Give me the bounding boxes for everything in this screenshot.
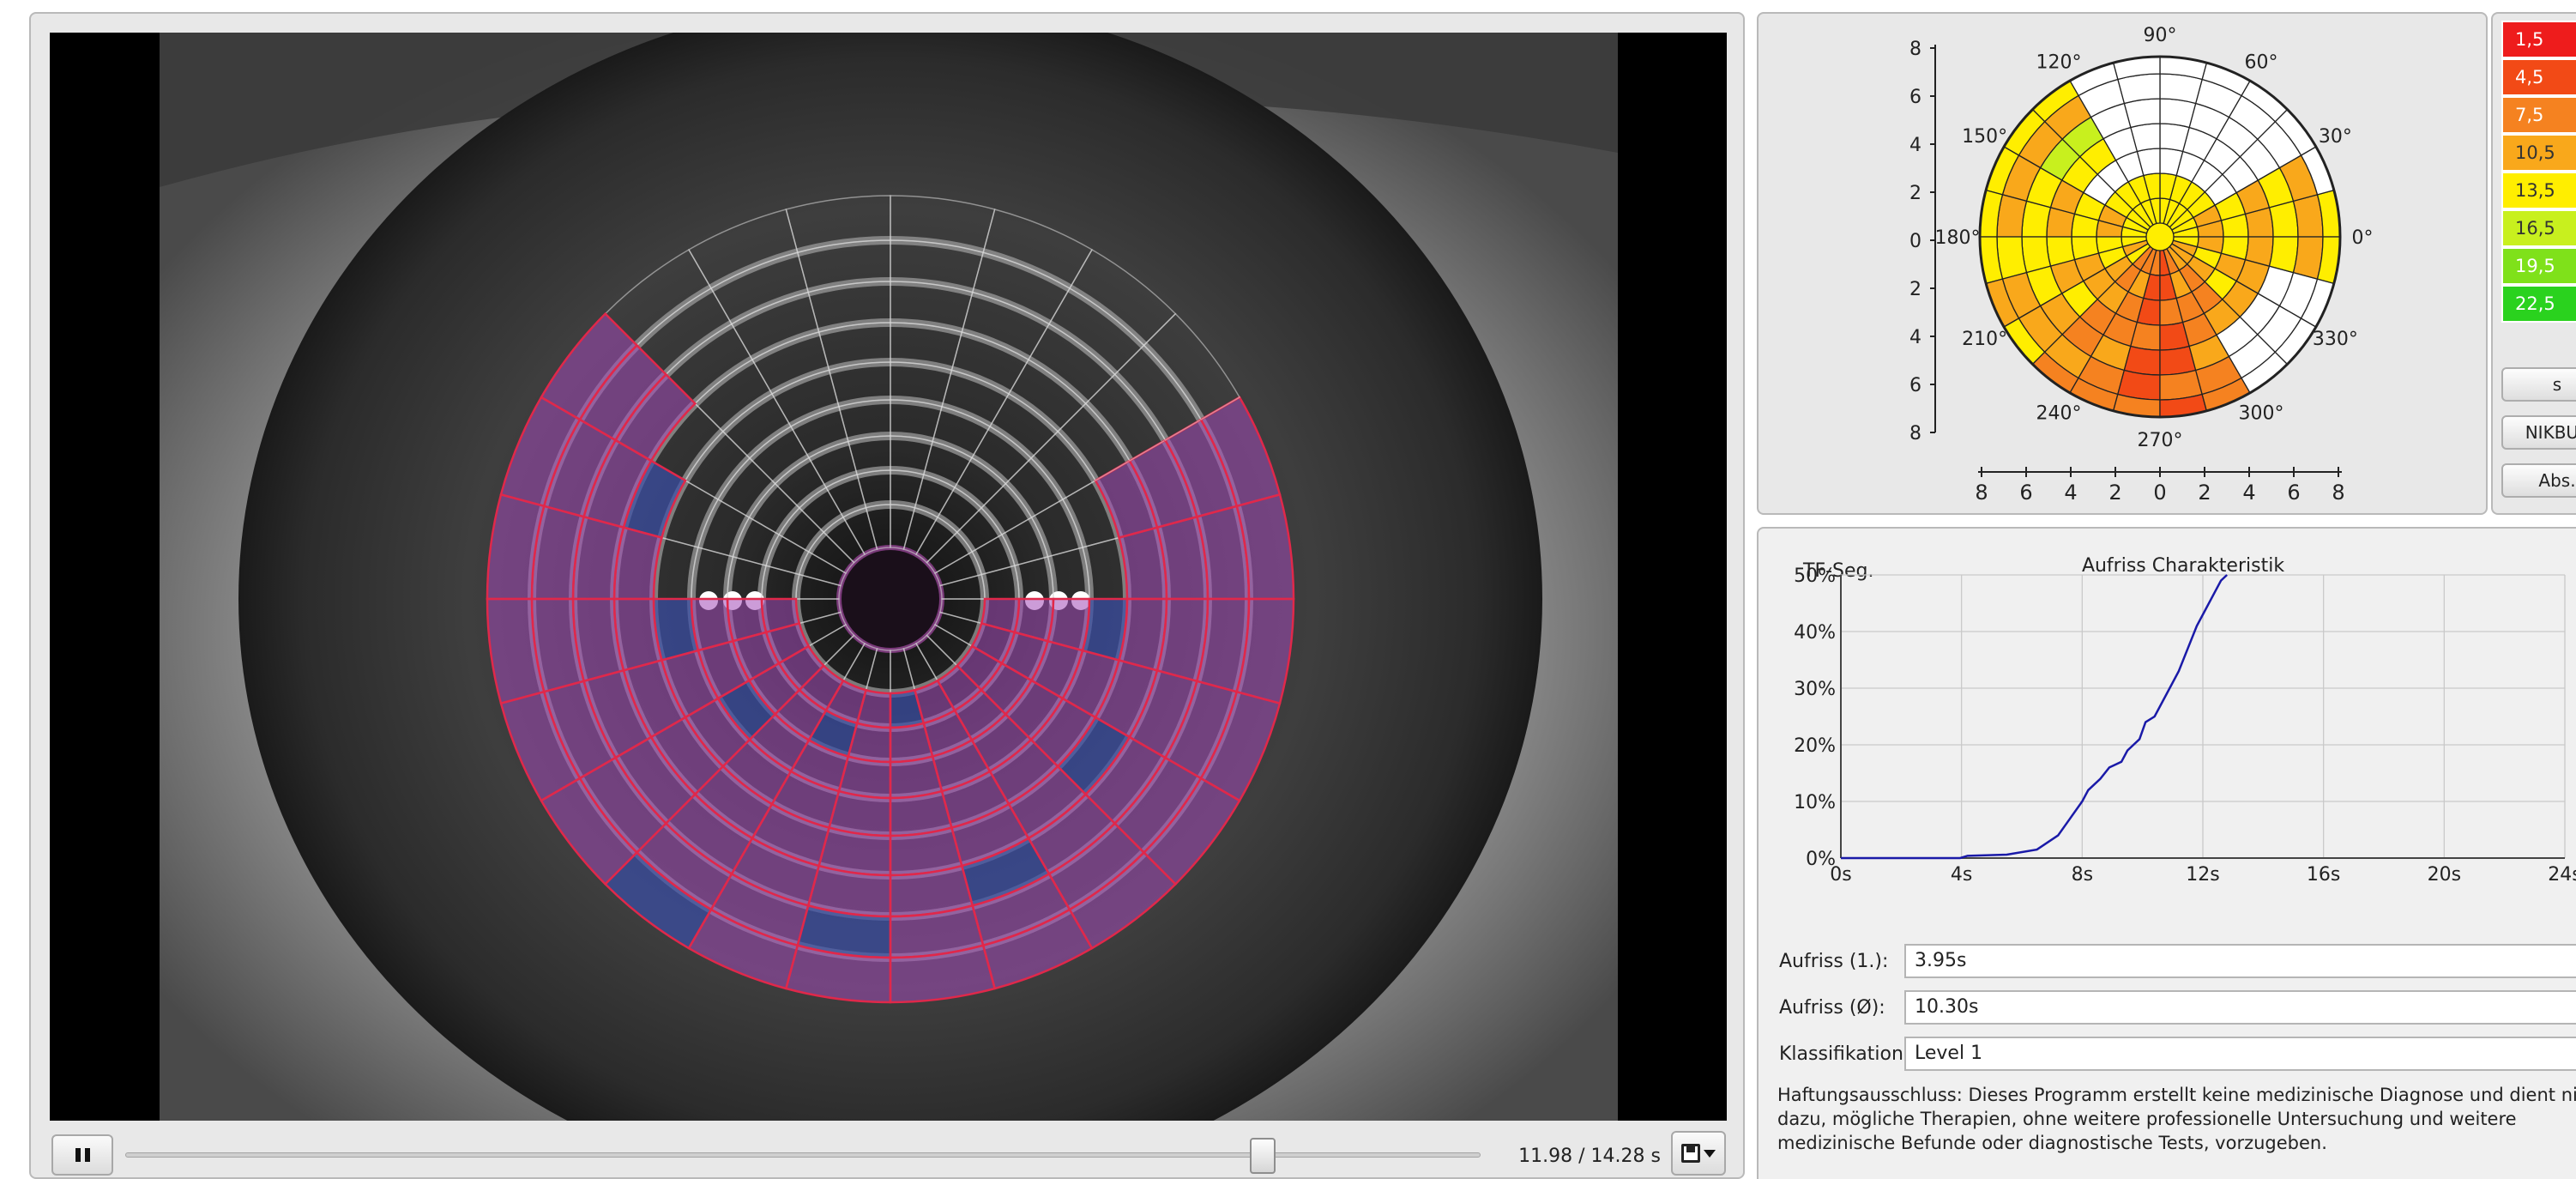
chart-y-tick-label: 50% (1794, 565, 1836, 587)
breakup-chart: Aufriss Charakteristik TF-Seg. t 0s4s8s1… (1759, 529, 2576, 932)
absolute-button[interactable]: Abs. (2501, 463, 2576, 498)
save-menu-button[interactable] (1671, 1131, 1726, 1176)
legend-panel: 1,54,57,510,513,516,519,522,5 s NIKBUT A… (2491, 12, 2576, 515)
seek-thumb[interactable] (1250, 1138, 1276, 1174)
video-panel: 11.98 / 14.28 s (29, 12, 1745, 1179)
polar-map: 90° 60° 30° 0° 330° 300° 270° 240° 210° 180° 150° 1… (1759, 14, 2489, 517)
classification-field[interactable]: Level 1 (1904, 1037, 2576, 1071)
polar-angle-label: 150° (1962, 126, 2007, 148)
polar-x-tick-label: 6 (2287, 481, 2300, 505)
polar-angle-label: 60° (2245, 52, 2278, 74)
polar-map-panel: 90° 60° 30° 0° 330° 300° 270° 240° 210° 180° 150° 1… (1757, 12, 2488, 515)
chevron-down-icon (1704, 1150, 1716, 1158)
chart-x-tick-label: 4s (1951, 864, 1972, 886)
polar-angle-label: 330° (2313, 329, 2358, 350)
polar-angle-label: 30° (2319, 126, 2352, 148)
pause-button[interactable] (51, 1134, 113, 1176)
polar-angle-label: 180° (1935, 227, 1981, 249)
polar-angle-label: 90° (2144, 25, 2177, 46)
legend-color-row: 13,5 (2501, 172, 2576, 209)
chart-title: Aufriss Charakteristik (2082, 555, 2284, 577)
breakup-average-field[interactable]: 10.30s (1904, 990, 2576, 1025)
polar-x-tick-label: 8 (2332, 481, 2344, 505)
polar-x-tick-label: 2 (2198, 481, 2211, 505)
polar-y-tick-label: 4 (1909, 327, 1921, 348)
chart-series-line (1841, 575, 2227, 858)
chart-panel: Aufriss Charakteristik TF-Seg. t 0s4s8s1… (1757, 527, 2576, 1179)
legend-color-row: 1,5 (2501, 21, 2576, 58)
polar-angle-label: 300° (2239, 402, 2284, 424)
legend-color-row: 16,5 (2501, 209, 2576, 247)
chart-x-tick-label: 24s (2548, 864, 2576, 886)
seconds-button[interactable]: s (2501, 367, 2576, 402)
polar-angle-label: 240° (2036, 402, 2082, 424)
legend-color-row: 7,5 (2501, 96, 2576, 134)
polar-angle-label: 210° (1962, 329, 2007, 350)
chart-x-tick-label: 16s (2307, 864, 2340, 886)
chart-x-tick-label: 20s (2428, 864, 2461, 886)
polar-y-tick-label: 0 (1909, 231, 1921, 252)
legend-color-row: 10,5 (2501, 134, 2576, 172)
polar-angle-label: 120° (2036, 52, 2082, 74)
polar-y-tick-label: 2 (1909, 183, 1921, 204)
polar-angle-label: 0° (2352, 227, 2374, 249)
polar-x-tick-label: 4 (2064, 481, 2077, 505)
nikbut-button[interactable]: NIKBUT (2501, 415, 2576, 450)
polar-x-tick-label: 6 (2019, 481, 2032, 505)
time-readout: 11.98 / 14.28 s (1489, 1140, 1661, 1174)
classification-label: Klassifikation: (1779, 1043, 1909, 1065)
eye-image (50, 33, 1727, 1121)
polar-x-tick-label: 0 (2153, 481, 2166, 505)
polar-y-tick-label: 4 (1909, 135, 1921, 156)
breakup-average-label: Aufriss (Ø): (1779, 997, 1885, 1019)
chart-y-tick-label: 30% (1794, 679, 1836, 700)
polar-y-tick-label: 8 (1909, 39, 1921, 60)
breakup-first-field[interactable]: 3.95s (1904, 944, 2576, 978)
polar-angle-label: 270° (2138, 430, 2183, 451)
breakup-first-label: Aufriss (1.): (1779, 951, 1888, 972)
polar-y-tick-label: 6 (1909, 87, 1921, 108)
floppy-disk-icon (1681, 1144, 1700, 1163)
pause-icon (75, 1148, 81, 1162)
polar-x-tick-label: 2 (2108, 481, 2121, 505)
polar-y-tick-label: 6 (1909, 375, 1921, 396)
disclaimer-text: Haftungsausschluss: Dieses Programm erst… (1777, 1083, 2576, 1155)
legend-color-row: 19,5 (2501, 247, 2576, 285)
polar-x-tick-label: 4 (2242, 481, 2255, 505)
chart-x-tick-label: 8s (2072, 864, 2093, 886)
chart-y-tick-label: 0% (1806, 849, 1836, 870)
chart-y-tick-label: 20% (1794, 735, 1836, 757)
chart-x-tick-label: 12s (2186, 864, 2219, 886)
polar-x-tick-label: 8 (1975, 481, 1988, 505)
legend-color-row: 4,5 (2501, 58, 2576, 96)
polar-y-tick-label: 2 (1909, 279, 1921, 300)
seek-bar[interactable] (125, 1152, 1481, 1158)
legend-color-row: 22,5 (2501, 285, 2576, 323)
polar-y-tick-label: 8 (1909, 423, 1921, 444)
chart-y-tick-label: 40% (1794, 622, 1836, 644)
chart-y-tick-label: 10% (1794, 792, 1836, 813)
video-frame[interactable] (50, 33, 1727, 1121)
